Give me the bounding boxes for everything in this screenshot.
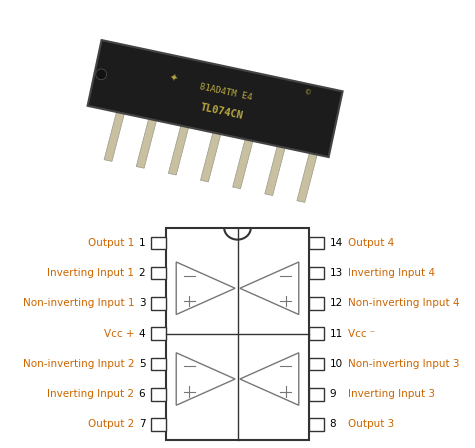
Bar xyxy=(309,358,324,370)
Polygon shape xyxy=(265,146,285,195)
Text: 2: 2 xyxy=(139,268,145,278)
Polygon shape xyxy=(233,139,253,189)
Polygon shape xyxy=(104,112,124,161)
Text: 6: 6 xyxy=(139,389,145,399)
Bar xyxy=(151,297,166,310)
Bar xyxy=(151,267,166,280)
Text: Non-inverting Input 4: Non-inverting Input 4 xyxy=(348,298,459,308)
Text: Non-inverting Input 2: Non-inverting Input 2 xyxy=(23,359,134,369)
Bar xyxy=(309,237,324,249)
Bar xyxy=(309,327,324,340)
Text: ©: © xyxy=(304,90,312,97)
Text: 10: 10 xyxy=(330,359,343,369)
Text: Output 4: Output 4 xyxy=(348,238,394,248)
Bar xyxy=(151,237,166,249)
Text: 7: 7 xyxy=(139,419,145,429)
Text: Vcc +: Vcc + xyxy=(104,329,134,339)
Bar xyxy=(151,358,166,370)
Bar xyxy=(151,327,166,340)
Text: Output 2: Output 2 xyxy=(88,419,134,429)
Text: ✦: ✦ xyxy=(169,73,179,84)
Text: Inverting Input 3: Inverting Input 3 xyxy=(348,389,435,399)
Text: Inverting Input 4: Inverting Input 4 xyxy=(348,268,435,278)
Polygon shape xyxy=(87,40,342,157)
Polygon shape xyxy=(297,153,317,202)
Text: 4: 4 xyxy=(139,329,145,339)
Text: Non-inverting Input 3: Non-inverting Input 3 xyxy=(348,359,459,369)
Polygon shape xyxy=(200,133,221,182)
Polygon shape xyxy=(168,125,189,175)
Text: Inverting Input 2: Inverting Input 2 xyxy=(48,389,134,399)
Text: 12: 12 xyxy=(330,298,343,308)
Polygon shape xyxy=(136,119,157,168)
Text: 13: 13 xyxy=(330,268,343,278)
Bar xyxy=(309,267,324,280)
Text: Non-inverting Input 1: Non-inverting Input 1 xyxy=(23,298,134,308)
Text: Output 3: Output 3 xyxy=(348,419,394,429)
Bar xyxy=(309,297,324,310)
Text: 3: 3 xyxy=(139,298,145,308)
Text: 8: 8 xyxy=(330,419,336,429)
Bar xyxy=(309,418,324,431)
Text: 81AD4TM E4: 81AD4TM E4 xyxy=(199,82,253,102)
Circle shape xyxy=(96,69,106,80)
Text: 9: 9 xyxy=(330,389,336,399)
Bar xyxy=(151,418,166,431)
Bar xyxy=(309,388,324,401)
Text: 14: 14 xyxy=(330,238,343,248)
Text: 11: 11 xyxy=(330,329,343,339)
Text: Output 1: Output 1 xyxy=(88,238,134,248)
Text: Inverting Input 1: Inverting Input 1 xyxy=(48,268,134,278)
Bar xyxy=(151,388,166,401)
Bar xyxy=(166,228,309,439)
Text: 1: 1 xyxy=(139,238,145,248)
Text: Vcc ⁻: Vcc ⁻ xyxy=(348,329,375,339)
Text: TL074CN: TL074CN xyxy=(199,102,244,121)
Text: 5: 5 xyxy=(139,359,145,369)
